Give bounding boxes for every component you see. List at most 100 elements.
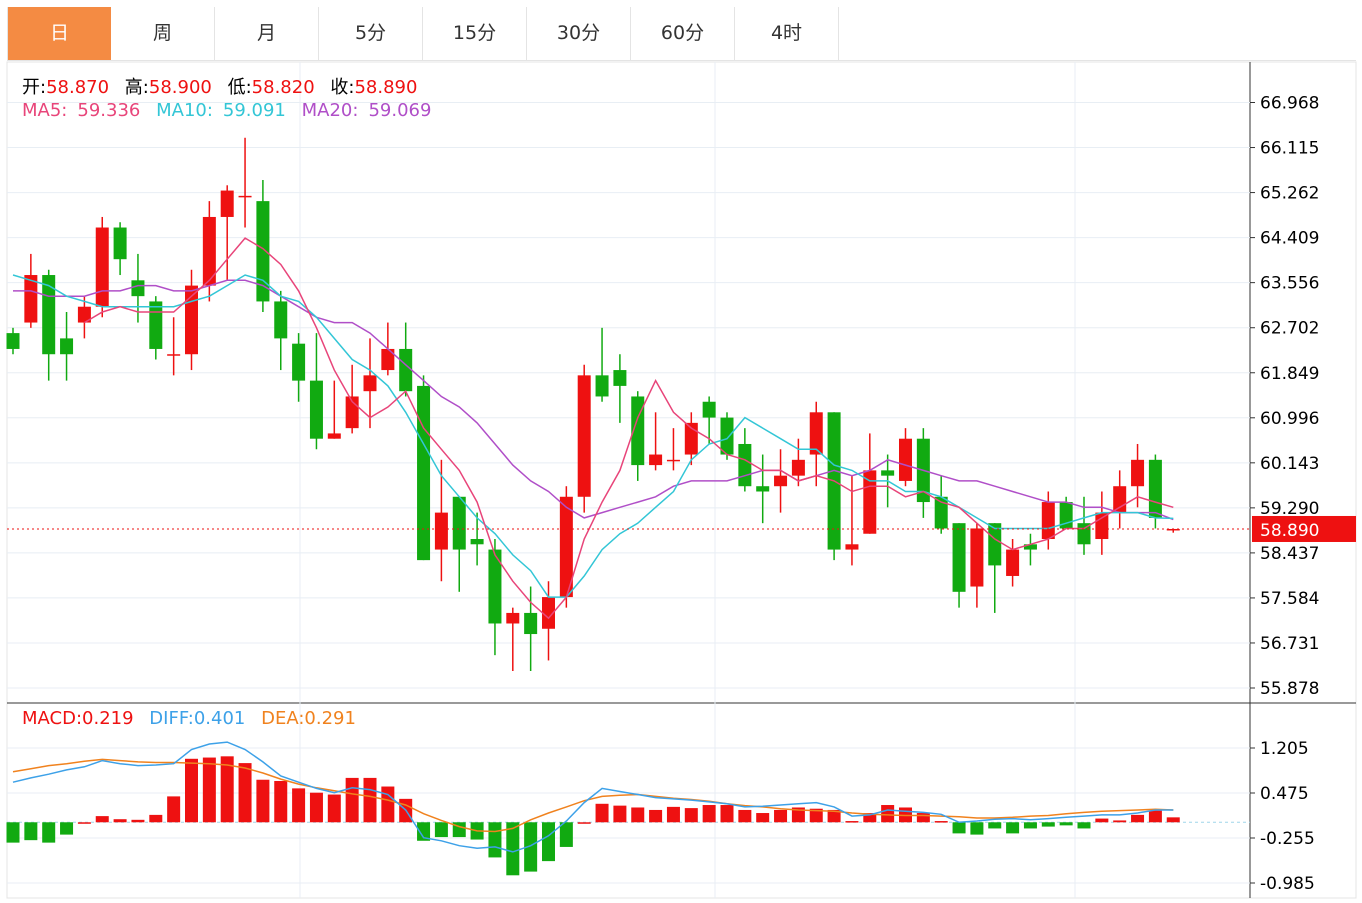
candle-body (363, 375, 377, 392)
macd-bar (1041, 822, 1055, 827)
tab-30min[interactable]: 30分 (527, 7, 631, 60)
candle-body (95, 227, 109, 307)
macd-bar (666, 806, 680, 823)
candle-body (470, 539, 484, 545)
candle-body (167, 354, 181, 356)
tab-day[interactable]: 日 (7, 7, 111, 60)
macd-bar (631, 807, 645, 823)
candle-body (417, 385, 431, 561)
macd-bar (1077, 822, 1091, 829)
candle-body (381, 348, 395, 371)
candle-body (399, 348, 413, 392)
macd-bar (185, 758, 198, 823)
macd-bar (220, 756, 234, 823)
macd-bar (970, 822, 984, 835)
candle-body (202, 216, 216, 286)
candle-body (649, 454, 663, 466)
macd-bar (1166, 817, 1180, 823)
candle-body (220, 190, 234, 217)
tab-15min[interactable]: 15分 (423, 7, 527, 60)
candle-body (988, 523, 1002, 566)
candle-body (274, 301, 288, 339)
macd-bar (863, 813, 877, 823)
dea-label: DEA: (261, 708, 305, 729)
ma10-label: MA10: (156, 100, 213, 121)
candle-body (702, 401, 716, 418)
macd-bar (42, 822, 56, 843)
close-label: 收: (330, 77, 355, 98)
period-tabs: 日 周 月 5分 15分 30分 60分 4时 (7, 7, 1356, 61)
macd-bar (238, 763, 252, 823)
macd-bar (274, 780, 288, 823)
candle-body (1148, 459, 1162, 518)
candle-body (613, 370, 627, 386)
macd-bar (524, 822, 538, 872)
y-tick-label: 61.849 (1260, 364, 1319, 384)
candle-body (1131, 459, 1145, 487)
ma10-value: 59.091 (222, 100, 286, 121)
tab-month[interactable]: 月 (215, 7, 319, 60)
macd-bar (381, 786, 395, 823)
macd-bar (506, 822, 520, 876)
candle-body (1041, 502, 1055, 540)
y-tick-label: 62.702 (1260, 319, 1319, 339)
macd-bar (488, 822, 502, 858)
y-tick-label: 60.143 (1260, 454, 1319, 474)
macd-bar (774, 809, 788, 823)
diff-label: DIFF: (149, 708, 194, 729)
macd-bar (738, 809, 752, 823)
open-label: 开: (22, 77, 47, 98)
close-value: 58.890 (354, 77, 418, 98)
macd-value: 0.219 (82, 708, 134, 729)
macd-bar (327, 794, 341, 823)
macd-bar (77, 822, 91, 824)
tab-week[interactable]: 周 (111, 7, 215, 60)
y-tick-label: 57.584 (1260, 589, 1319, 609)
macd-label: MACD: (22, 708, 83, 729)
candle-body (809, 412, 823, 455)
candle-body (1095, 512, 1109, 540)
macd-bar (345, 777, 359, 823)
macd-bar (1059, 822, 1073, 826)
candle-body (666, 459, 680, 462)
tab-4hour[interactable]: 4时 (735, 7, 839, 60)
candle-body (506, 612, 520, 624)
last-price-label: 58.890 (1260, 521, 1319, 541)
macd-bar (613, 805, 627, 823)
macd-bar (309, 792, 323, 823)
macd-bar (827, 809, 841, 823)
macd-bar (542, 822, 555, 862)
macd-readout: MACD:0.219 DIFF:0.401 DEA:0.291 (22, 708, 366, 729)
ma5-line (84, 237, 1174, 620)
candle-body (238, 195, 252, 198)
candle-body (60, 338, 74, 355)
macd-bar (417, 822, 431, 841)
macd-bar (1131, 814, 1145, 823)
tab-60min[interactable]: 60分 (631, 7, 735, 60)
candle-body (577, 375, 591, 497)
y-tick-label: 66.115 (1260, 139, 1319, 159)
candle-body (131, 280, 145, 297)
candle-body (452, 496, 466, 550)
macd-bar (1113, 820, 1127, 823)
candle-body (524, 612, 538, 635)
candle-body (881, 470, 895, 476)
tab-5min[interactable]: 5分 (319, 7, 423, 60)
macd-bar (809, 808, 823, 823)
ma20-line (13, 279, 1174, 521)
macd-bar (952, 822, 966, 834)
candle-body (6, 333, 20, 349)
y-tick-label: 60.996 (1260, 409, 1319, 429)
candle-body (774, 475, 788, 487)
macd-bar (916, 813, 930, 823)
ma-readout: MA5: 59.336 MA10: 59.091 MA20: 59.069 (22, 100, 441, 121)
ma5-value: 59.336 (77, 100, 141, 121)
diff-line (12, 741, 1174, 853)
macd-bar (434, 822, 448, 838)
high-value: 58.900 (148, 77, 212, 98)
macd-bar (6, 822, 20, 843)
macd-bar (702, 805, 716, 823)
low-label: 低: (227, 77, 252, 98)
